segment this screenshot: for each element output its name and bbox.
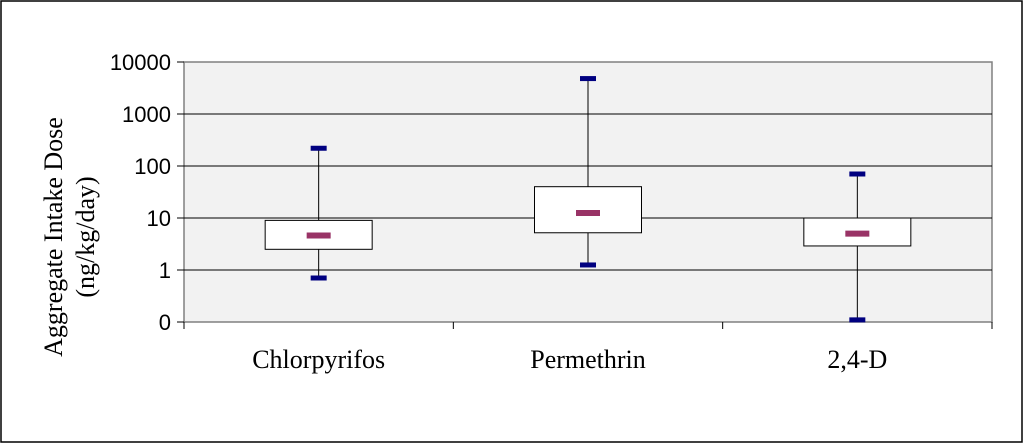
- box-2: [534, 76, 642, 268]
- category-label: Permethrin: [530, 345, 646, 374]
- y-tick-label: 10000: [110, 50, 171, 75]
- category-label: 2,4-D: [827, 345, 887, 374]
- x-axis-ticks: [183, 322, 993, 329]
- y-tick-label: 100: [134, 154, 171, 179]
- box-series: [264, 76, 912, 323]
- box-3: [803, 171, 912, 323]
- y-axis-title-line2: (ng/kg/day): [71, 176, 100, 297]
- category-label: Chlorpyrifos: [252, 345, 385, 374]
- y-tick-label: 1000: [122, 102, 171, 127]
- category-labels: Chlorpyrifos Permethrin 2,4-D: [252, 345, 887, 374]
- y-axis-title-line1: Aggregate Intake Dose: [39, 117, 68, 357]
- box-1: [264, 145, 373, 281]
- iqr-box: [534, 186, 642, 234]
- y-tick-label: 1: [159, 258, 171, 283]
- y-tick-label: 10: [147, 206, 171, 231]
- y-tick-label: 0: [159, 310, 171, 335]
- y-axis-ticks: 0 1 10 100 1000 10000: [110, 50, 184, 335]
